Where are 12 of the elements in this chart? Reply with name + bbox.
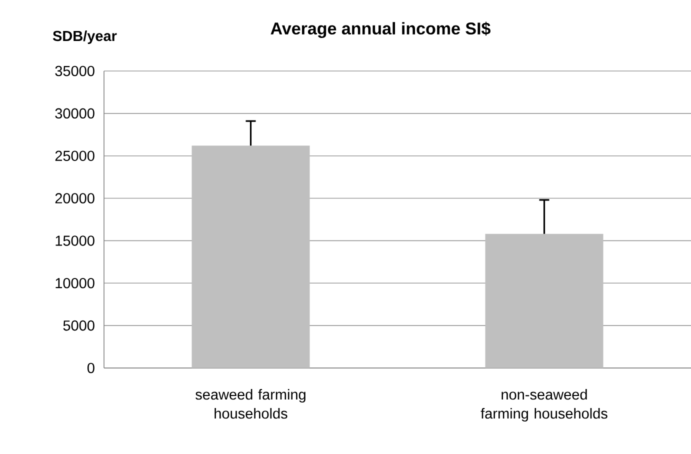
y-tick-label: 5000	[63, 320, 94, 331]
y-tick-label: 25000	[55, 150, 94, 161]
y-tick-label: 15000	[56, 236, 94, 246]
x-tick-label: seaweed farming households	[196, 389, 306, 419]
y-tick-label: 35000	[55, 66, 94, 76]
chart-title: Average annual income SI$	[270, 22, 490, 38]
y-tick-label: 20000	[55, 193, 94, 204]
y-tick-label: 0	[87, 362, 94, 374]
y-tick-label: 30000	[55, 108, 94, 119]
y-tick-label: 10000	[56, 278, 94, 288]
y-axis-title: SDB/year	[52, 30, 117, 44]
x-tick-label: non-seaweed farming households	[480, 389, 608, 422]
